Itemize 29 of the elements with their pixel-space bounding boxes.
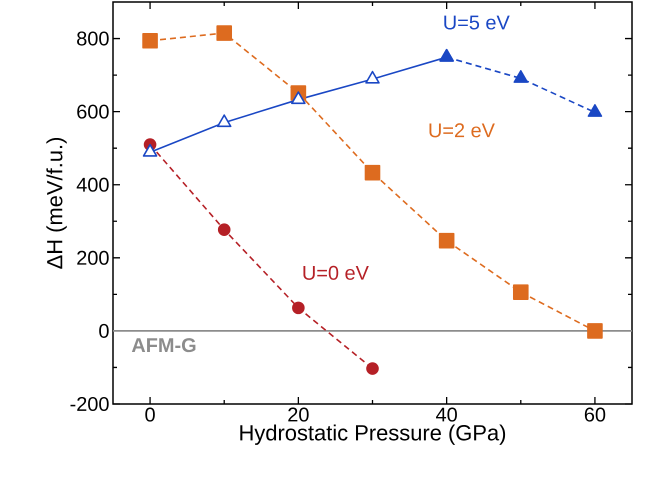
y-tick-label: 0: [99, 324, 109, 338]
series-label: U=0 eV: [303, 266, 369, 280]
x-tick-label: 0: [145, 408, 155, 422]
x-tick-label: 60: [584, 408, 606, 422]
y-tick-label: 600: [77, 104, 109, 119]
point: [365, 70, 380, 84]
point: [587, 323, 603, 339]
point: [588, 104, 602, 117]
y-tick-label: 200: [77, 250, 109, 265]
point: [218, 223, 231, 236]
x-axis-title: Hydrostatic Pressure (GPa): [240, 424, 506, 445]
point: [438, 232, 454, 248]
ref-line-label: AFM-G: [132, 338, 196, 352]
point: [142, 144, 158, 157]
series-label: U=5 eV: [444, 16, 510, 30]
point: [366, 362, 379, 375]
x-tick-label: 40: [436, 408, 457, 422]
point: [513, 70, 528, 83]
point: [292, 302, 305, 314]
text: U=2 eV: [429, 123, 495, 138]
point: [216, 114, 232, 128]
y-tick-label: 400: [76, 178, 109, 192]
y-axis-title: ΔH (meV/f.u.): [46, 138, 67, 269]
y-tick-label: -200: [70, 396, 109, 412]
x-tick-label: 20: [288, 408, 309, 422]
point: [512, 284, 529, 300]
point: [364, 164, 380, 180]
point: [291, 91, 306, 104]
y-tick-label: 800: [77, 32, 109, 46]
